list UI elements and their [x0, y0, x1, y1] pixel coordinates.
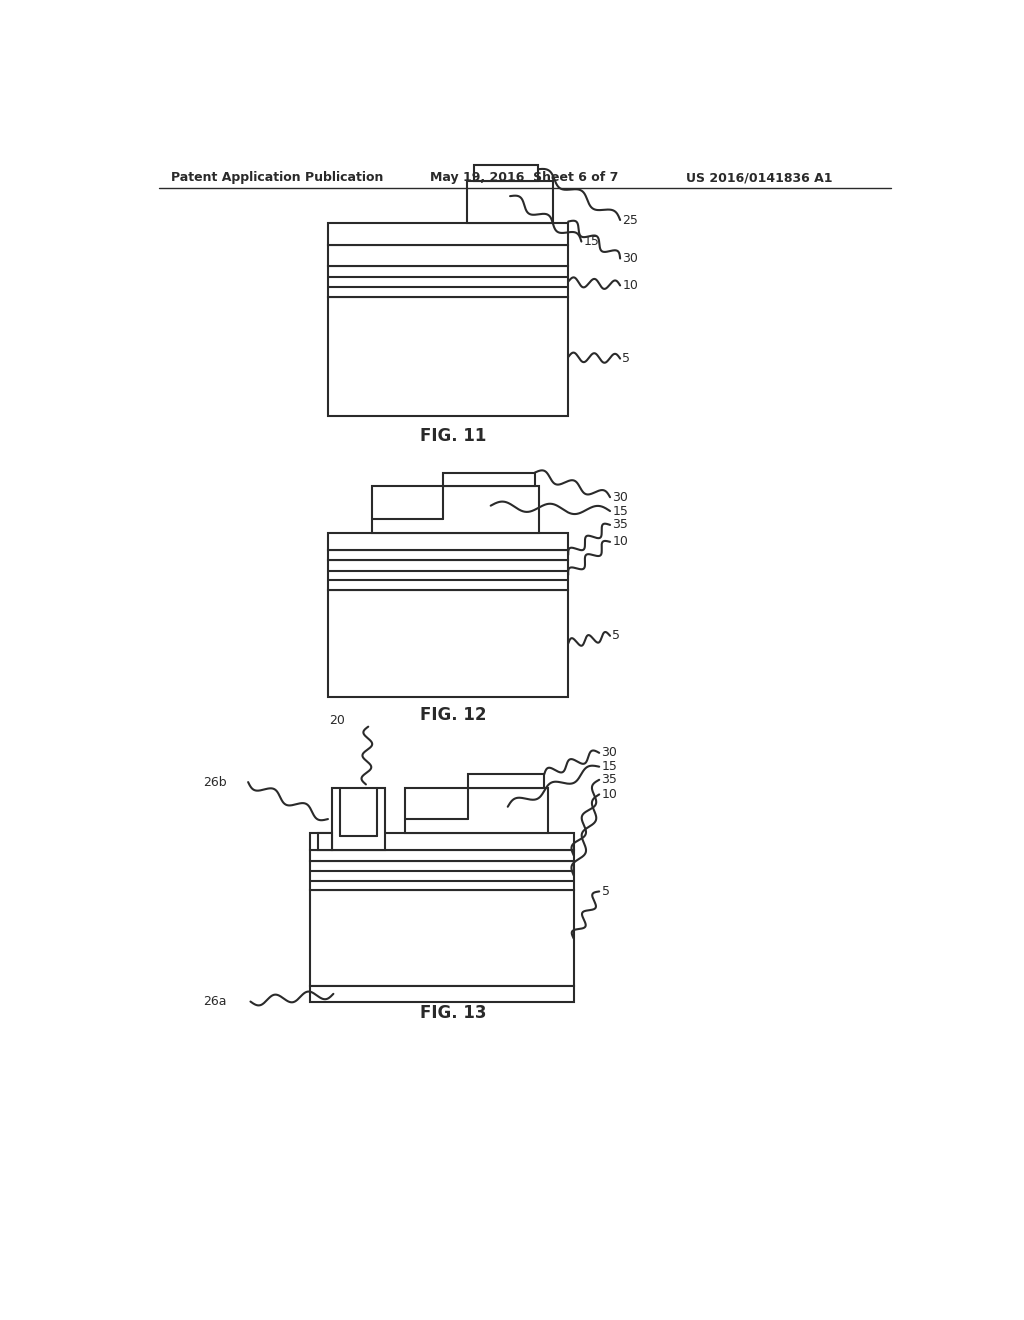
Text: 5: 5: [623, 352, 631, 366]
Text: 20: 20: [330, 714, 345, 727]
Text: FIG. 11: FIG. 11: [420, 426, 486, 445]
Text: 26b: 26b: [203, 776, 226, 788]
Bar: [328, 297, 568, 416]
Bar: [310, 850, 573, 861]
Text: 10: 10: [601, 788, 617, 801]
Bar: [328, 590, 568, 697]
Text: 35: 35: [601, 774, 617, 787]
Bar: [404, 788, 548, 833]
Bar: [328, 244, 568, 267]
Bar: [468, 775, 544, 788]
Bar: [310, 833, 573, 850]
Bar: [328, 223, 568, 244]
Bar: [310, 861, 573, 890]
Bar: [332, 788, 385, 850]
Bar: [467, 181, 553, 223]
Text: 30: 30: [623, 252, 638, 265]
Bar: [328, 267, 568, 297]
Text: 15: 15: [584, 235, 600, 248]
Bar: [310, 890, 573, 986]
Text: 25: 25: [623, 214, 638, 227]
Text: 5: 5: [601, 884, 609, 898]
Bar: [372, 487, 539, 533]
Text: 30: 30: [601, 746, 617, 759]
Text: 10: 10: [623, 279, 638, 292]
Text: 5: 5: [612, 630, 621, 643]
Text: 15: 15: [601, 760, 617, 774]
Text: 15: 15: [612, 504, 629, 517]
Text: 30: 30: [612, 491, 629, 504]
Text: 35: 35: [612, 519, 629, 532]
Text: May 19, 2016  Sheet 6 of 7: May 19, 2016 Sheet 6 of 7: [430, 172, 618, 185]
Text: FIG. 12: FIG. 12: [420, 706, 486, 725]
Bar: [443, 473, 535, 487]
Bar: [317, 833, 332, 850]
Bar: [328, 561, 568, 590]
Text: Patent Application Publication: Patent Application Publication: [171, 172, 383, 185]
Bar: [474, 165, 538, 181]
Text: 10: 10: [612, 536, 629, 548]
Text: FIG. 13: FIG. 13: [420, 1005, 486, 1022]
Bar: [328, 549, 568, 561]
Text: 26a: 26a: [203, 995, 226, 1008]
Bar: [310, 986, 573, 1002]
Bar: [328, 533, 568, 549]
Text: US 2016/0141836 A1: US 2016/0141836 A1: [686, 172, 833, 185]
